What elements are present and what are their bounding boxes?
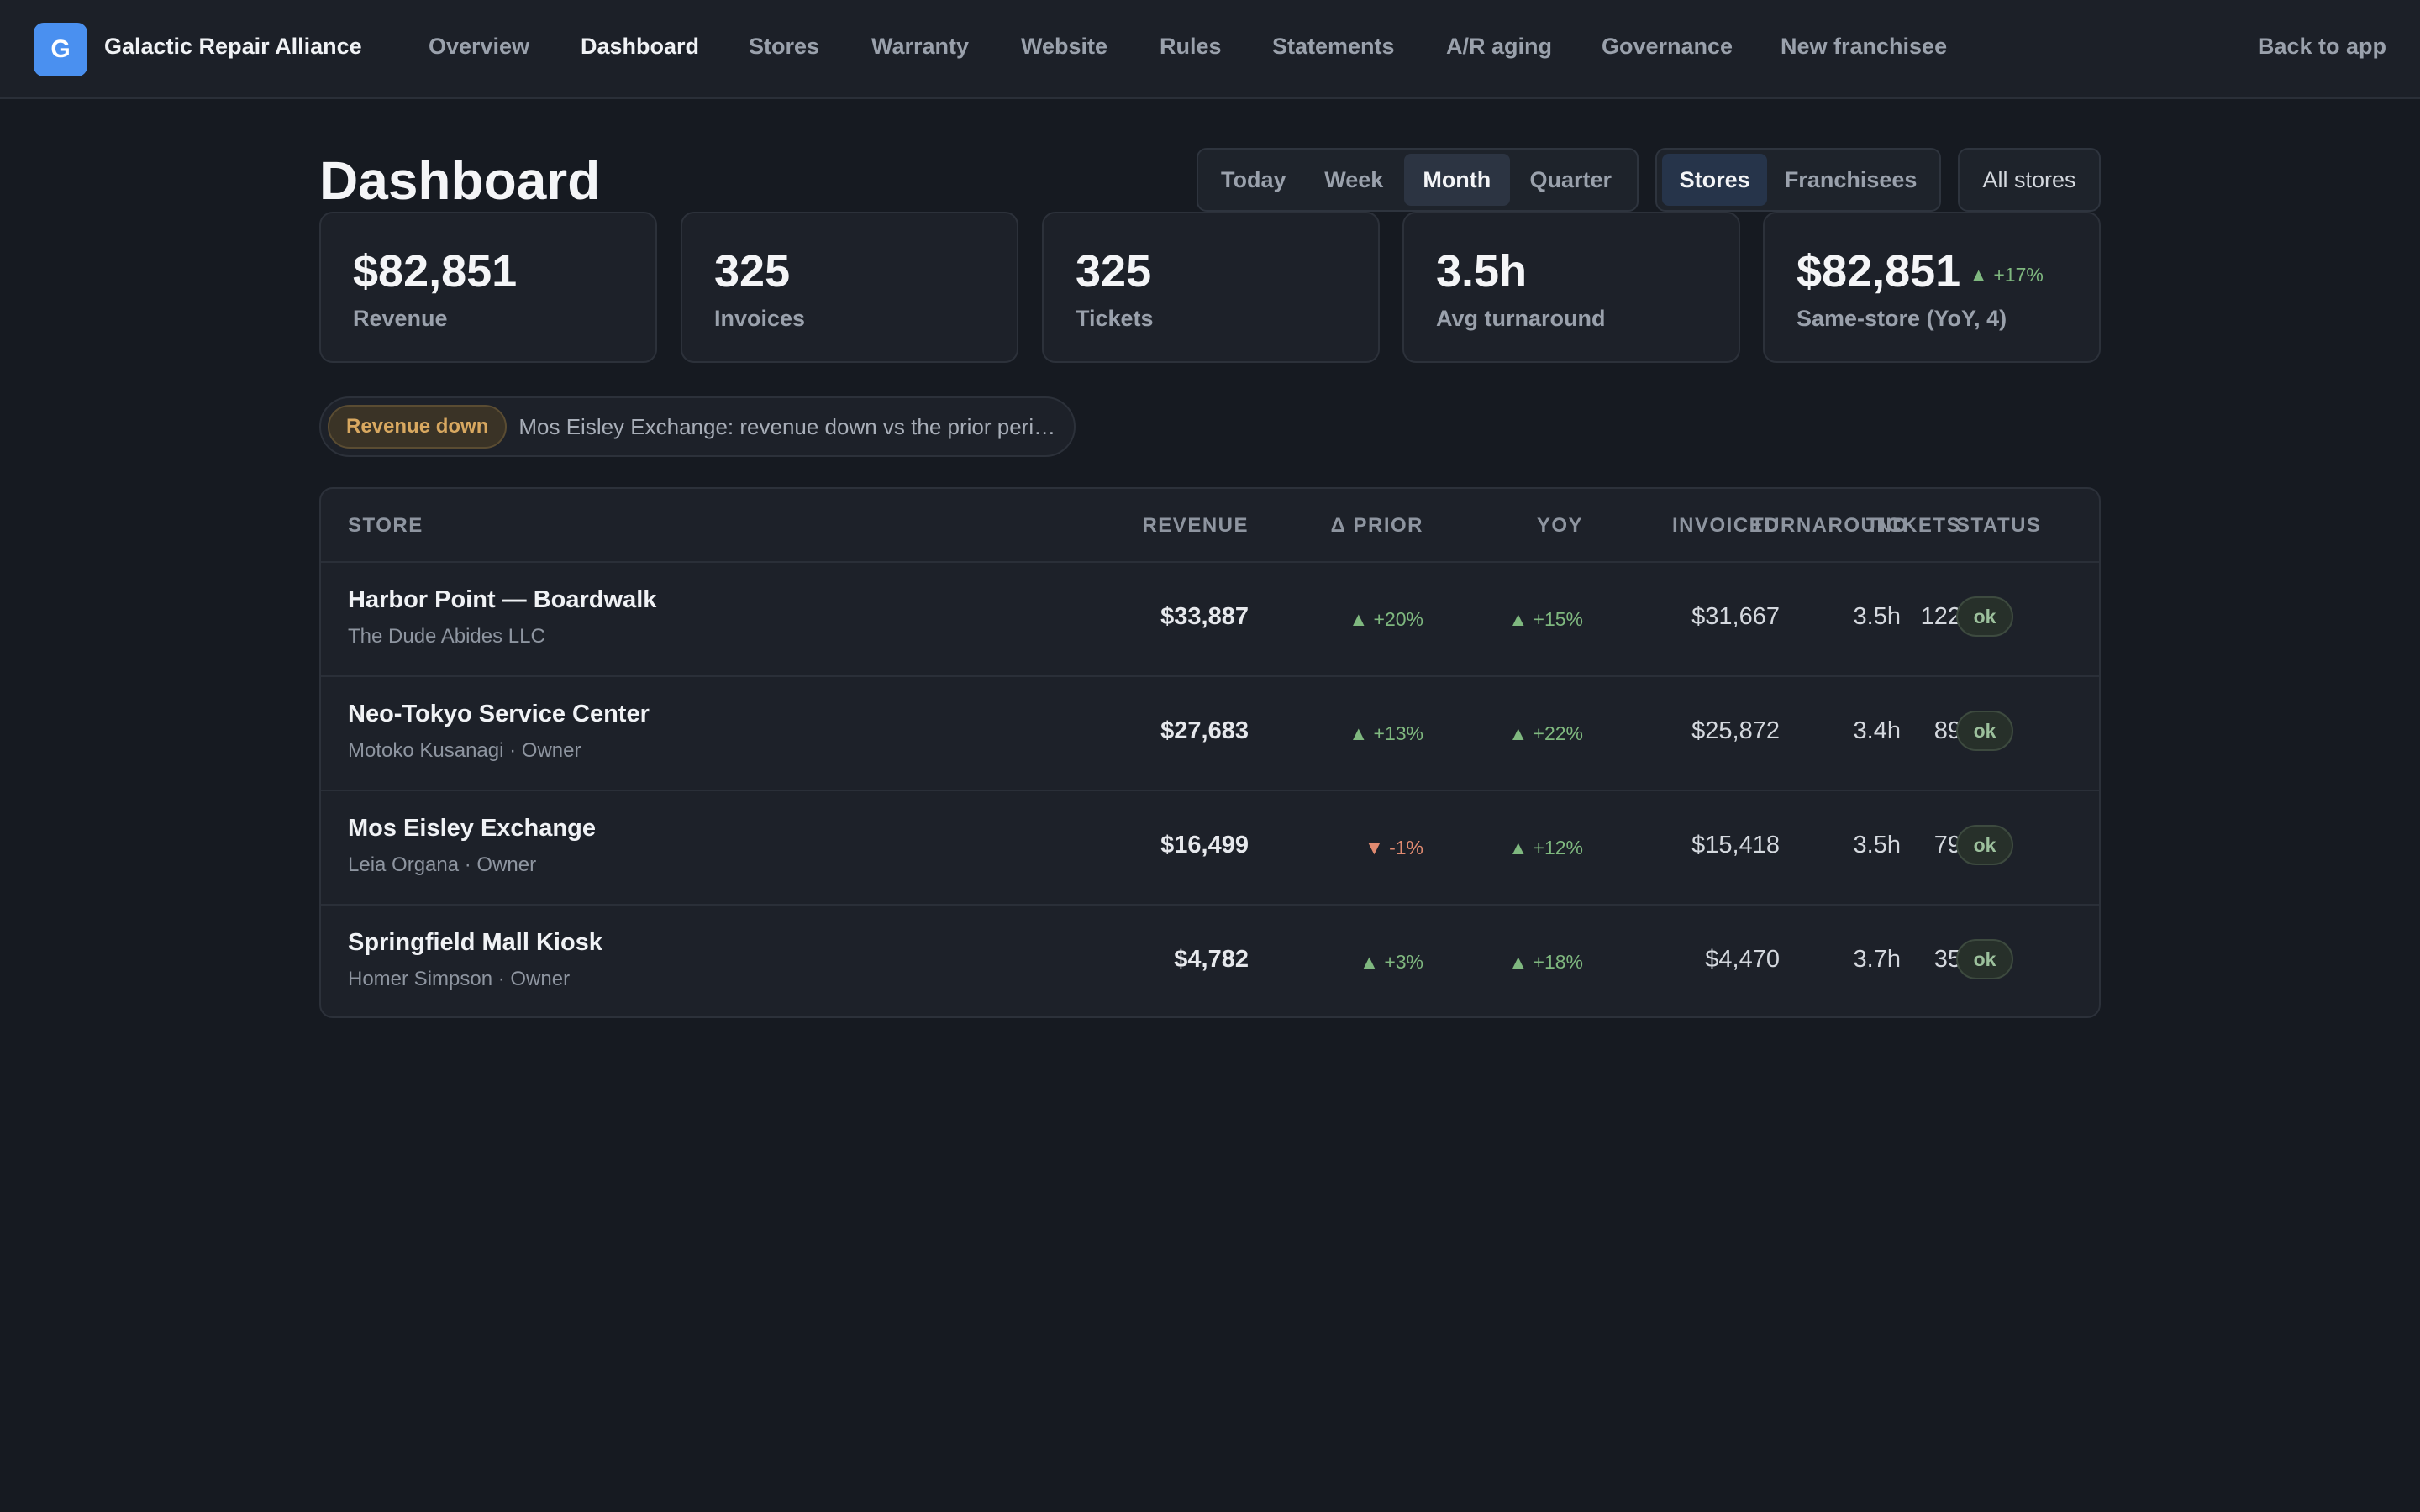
yoy-cell: ▲ +15%: [1508, 608, 1583, 630]
store-owner: Motoko Kusanagi · Owner: [348, 739, 581, 762]
stores-table: STORE REVENUE Δ PRIOR YOY INVOICED TICKE…: [319, 487, 2101, 1018]
kpi-value: $82,851 ▲ +17%: [1797, 245, 2044, 297]
view-franchisees[interactable]: Franchisees: [1784, 166, 1918, 192]
kpi-label: Invoices: [714, 306, 806, 331]
invoiced-cell: $31,667: [1691, 603, 1780, 630]
kpi-label: Same-store (YoY, 4): [1797, 306, 2007, 331]
delta-prior-cell: ▲ +20%: [1349, 608, 1423, 630]
table-row[interactable]: Neo-Tokyo Service Center Motoko Kusanagi…: [321, 675, 2099, 791]
kpi-delta: ▲ +17%: [1969, 264, 2044, 286]
app-logo[interactable]: G: [34, 23, 87, 76]
kpi-value: 3.5h: [1436, 246, 1528, 297]
store-name: Neo-Tokyo Service Center: [348, 701, 650, 727]
kpi-value: $82,851: [353, 246, 518, 297]
yoy-cell: ▲ +12%: [1508, 837, 1583, 858]
view-selector: Stores Franchisees: [1655, 148, 1941, 212]
store-owner: Leia Organa · Owner: [348, 853, 537, 876]
view-stores[interactable]: Stores: [1662, 154, 1768, 206]
kpi-value: 325: [1076, 246, 1152, 297]
status-badge: ok: [1956, 939, 2013, 979]
turnaround-cell: 3.5h: [1853, 832, 1901, 858]
period-month[interactable]: Month: [1404, 154, 1510, 206]
store-owner: Homer Simpson · Owner: [348, 968, 571, 990]
col-store[interactable]: STORE: [348, 514, 424, 537]
nav-rules[interactable]: Rules: [1160, 34, 1222, 59]
top-nav: G Galactic Repair Alliance Overview Dash…: [0, 0, 2420, 99]
kpi-label: Avg turnaround: [1436, 306, 1606, 331]
revenue-cell: $16,499: [1160, 832, 1249, 858]
status-badge: ok: [1956, 711, 2013, 751]
app-name: Galactic Repair Alliance: [104, 34, 362, 59]
delta-prior-cell: ▲ +3%: [1360, 951, 1423, 973]
nav-website[interactable]: Website: [1021, 34, 1108, 59]
tickets-cell: 122: [1920, 603, 1961, 630]
period-selector: Today Week Month Quarter: [1197, 148, 1639, 212]
yoy-cell: ▲ +22%: [1508, 722, 1583, 744]
revenue-cell: $27,683: [1160, 717, 1249, 744]
col-invoiced[interactable]: INVOICED: [1671, 514, 1780, 537]
nav-stores[interactable]: Stores: [749, 34, 820, 59]
alert-badge: Revenue down: [328, 405, 508, 449]
status-badge: ok: [1956, 596, 2013, 637]
kpi-label: Tickets: [1076, 306, 1154, 331]
store-name: Harbor Point — Boardwalk: [348, 586, 657, 613]
kpi-value: 325: [714, 246, 791, 297]
turnaround-cell: 3.4h: [1853, 717, 1901, 744]
delta-prior-cell: ▼ -1%: [1364, 837, 1423, 858]
kpi-tickets: 325 Tickets: [1042, 212, 1380, 363]
col-tickets[interactable]: TICKETS: [1865, 514, 1961, 537]
period-today[interactable]: Today: [1221, 166, 1286, 192]
table-header: STORE REVENUE Δ PRIOR YOY INVOICED TICKE…: [321, 489, 2099, 563]
col-turnaround[interactable]: TURNAROUND: [1751, 514, 1908, 537]
invoiced-cell: $15,418: [1691, 832, 1780, 858]
kpi-same-store: $82,851 ▲ +17% Same-store (YoY, 4): [1763, 212, 2101, 363]
page-title: Dashboard: [319, 150, 601, 211]
alert-text: Mos Eisley Exchange: revenue down vs the…: [518, 413, 1057, 439]
table-row[interactable]: Springfield Mall Kiosk Homer Simpson · O…: [321, 904, 2099, 1016]
kpi-avg-turnaround: 3.5h Avg turnaround: [1402, 212, 1740, 363]
period-quarter[interactable]: Quarter: [1529, 166, 1612, 192]
kpi-revenue: $82,851 Revenue: [319, 212, 657, 363]
kpi-label: Revenue: [353, 306, 448, 331]
nav-ar-aging[interactable]: A/R aging: [1446, 34, 1552, 59]
turnaround-cell: 3.5h: [1853, 603, 1901, 630]
yoy-cell: ▲ +18%: [1508, 951, 1583, 973]
store-name: Mos Eisley Exchange: [348, 815, 596, 842]
period-week[interactable]: Week: [1324, 166, 1384, 192]
nav-overview[interactable]: Overview: [429, 34, 530, 59]
turnaround-cell: 3.7h: [1853, 946, 1901, 973]
nav-new-franchisee[interactable]: New franchisee: [1781, 34, 1948, 59]
nav-governance[interactable]: Governance: [1602, 34, 1733, 59]
kpi-value-text: $82,851: [1797, 246, 1961, 297]
table-row[interactable]: Harbor Point — Boardwalk The Dude Abides…: [321, 561, 2099, 677]
col-status[interactable]: STATUS: [1956, 514, 2042, 537]
col-yoy[interactable]: YOY: [1536, 514, 1583, 537]
nav-warranty[interactable]: Warranty: [871, 34, 970, 59]
nav-dashboard[interactable]: Dashboard: [581, 34, 700, 59]
nav-statements[interactable]: Statements: [1272, 34, 1395, 59]
revenue-cell: $33,887: [1160, 603, 1249, 630]
status-badge: ok: [1956, 825, 2013, 865]
delta-prior-cell: ▲ +13%: [1349, 722, 1423, 744]
invoiced-cell: $4,470: [1705, 946, 1780, 973]
back-to-app-link[interactable]: Back to app: [2257, 34, 2386, 59]
invoiced-cell: $25,872: [1691, 717, 1780, 744]
col-delta-prior[interactable]: Δ PRIOR: [1330, 514, 1423, 537]
stores-filter-button[interactable]: All stores: [1958, 148, 2101, 212]
store-name: Springfield Mall Kiosk: [348, 929, 602, 956]
kpi-invoices: 325 Invoices: [681, 212, 1018, 363]
table-row[interactable]: Mos Eisley Exchange Leia Organa · Owner …: [321, 790, 2099, 906]
revenue-cell: $4,782: [1174, 946, 1249, 973]
revenue-alert[interactable]: Revenue down Mos Eisley Exchange: revenu…: [319, 396, 1076, 457]
col-revenue[interactable]: REVENUE: [1142, 514, 1249, 537]
store-owner: The Dude Abides LLC: [348, 625, 545, 648]
